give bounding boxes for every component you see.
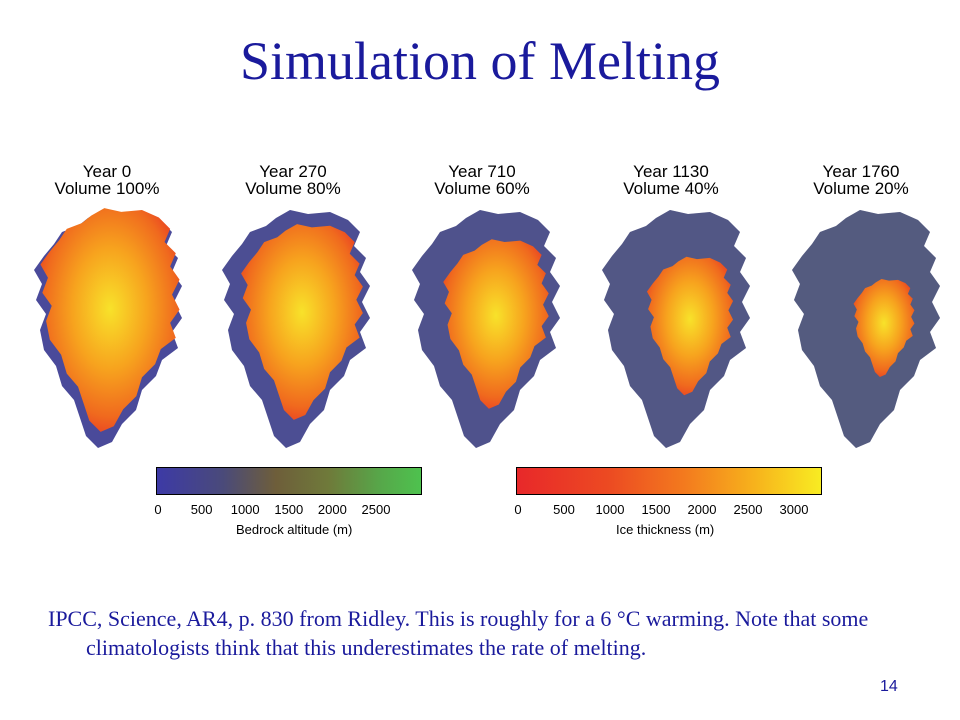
- ice-tick: 2500: [733, 502, 763, 517]
- bedrock-tick: 2000: [317, 502, 347, 517]
- slide-caption: IPCC, Science, AR4, p. 830 from Ridley. …: [48, 606, 869, 660]
- bedrock-tick: 500: [190, 502, 213, 517]
- map-year: Year 270: [259, 162, 327, 181]
- ice-tick: 0: [514, 502, 522, 517]
- map-volume: Volume 80%: [245, 179, 341, 198]
- map-volume: Volume 100%: [54, 179, 160, 198]
- ice-colorbar: [516, 467, 822, 495]
- map-label-0: Year 0 Volume 100%: [22, 163, 192, 197]
- bedrock-tick: 0: [154, 502, 162, 517]
- map-label-1: Year 270 Volume 80%: [208, 163, 378, 197]
- greenland-map-0: [34, 208, 182, 448]
- map-volume: Volume 60%: [434, 179, 530, 198]
- map-label-2: Year 710 Volume 60%: [397, 163, 567, 197]
- map-year: Year 710: [448, 162, 516, 181]
- ice-tick: 1000: [595, 502, 625, 517]
- greenland-maps: [34, 208, 940, 448]
- ice-sheet: [40, 208, 180, 432]
- greenland-map-2: [412, 210, 560, 448]
- map-volume: Volume 20%: [813, 179, 909, 198]
- slide-title: Simulation of Melting: [240, 31, 720, 91]
- map-label-3: Year 1130 Volume 40%: [586, 163, 756, 197]
- ice-tick: 1500: [641, 502, 671, 517]
- ice-tick: 2000: [687, 502, 717, 517]
- greenland-map-1: [222, 210, 370, 448]
- map-volume: Volume 40%: [623, 179, 719, 198]
- map-year: Year 1760: [822, 162, 900, 181]
- ice-tick: 3000: [779, 502, 809, 517]
- bedrock-tick: 1500: [274, 502, 304, 517]
- page-number: 14: [880, 678, 898, 695]
- bedrock-axis-label: Bedrock altitude (m): [236, 522, 353, 537]
- greenland-map-4: [792, 210, 940, 448]
- bedrock-colorbar: [156, 467, 422, 495]
- bedrock-tick: 1000: [230, 502, 260, 517]
- map-year: Year 0: [82, 162, 132, 181]
- map-label-4: Year 1760 Volume 20%: [776, 163, 946, 197]
- map-year: Year 1130: [633, 162, 709, 181]
- ice-axis-label: Ice thickness (m): [616, 522, 715, 537]
- greenland-map-3: [602, 210, 750, 448]
- ice-tick: 500: [553, 502, 575, 517]
- bedrock-tick: 2500: [361, 502, 391, 517]
